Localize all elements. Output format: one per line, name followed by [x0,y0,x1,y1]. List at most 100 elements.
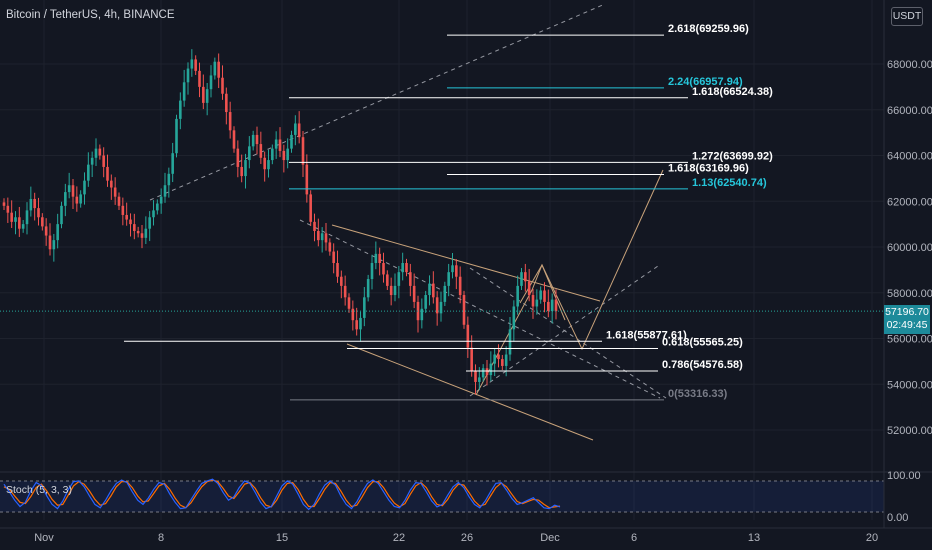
candle-body [271,148,274,161]
candle [33,192,36,221]
candle-body [87,164,90,181]
symbol-title[interactable]: Bitcoin / TetherUS, 4h, BINANCE [6,9,175,21]
candle-body [278,139,282,151]
candle-body [125,214,128,220]
candle-body [516,285,519,307]
time-tick-label: 20 [866,532,878,544]
candle [125,202,128,226]
candle [359,311,362,342]
fib-level: 1.618(55877.61) [124,329,687,342]
candle [397,265,401,299]
candle-body [481,368,485,378]
candle-body [320,233,324,241]
candle [435,291,439,326]
candle-body [435,297,439,314]
osc-tick-label: 100.00 [887,470,921,482]
candle [179,92,182,130]
bar-countdown: 02:49:45 [886,319,928,331]
candle-body [98,148,102,156]
candle-body [351,308,355,321]
price-tick-label: 62000.00 [887,196,932,208]
candle-body [363,297,366,318]
candle-body [163,185,167,197]
candle [225,87,228,125]
candle-body [294,123,297,135]
price-tick-label: 60000.00 [887,242,932,254]
candle [274,131,278,159]
candle-body [106,166,109,181]
fib-level-label: 0.618(55565.25) [662,336,743,348]
candle [428,275,431,306]
candle-body [75,196,79,204]
candle-body [497,354,500,360]
candle [328,238,332,256]
candle [366,274,370,302]
candle [336,250,339,283]
price-axis[interactable]: 52000.00 54000.00 56000.00 58000.00 60000.00… [883,0,932,528]
candle-body [286,148,289,161]
candle-body [167,173,171,186]
candle-body [2,202,6,206]
candle [167,167,171,198]
candle-body [374,253,378,264]
candle [41,213,44,231]
channel-bottom-line [346,343,594,441]
price-tick-label: 64000.00 [887,151,932,163]
candle [83,172,86,205]
candle [516,275,519,315]
time-tick-label: Nov [34,532,54,544]
candle-body [52,240,56,250]
candle-body [340,276,343,286]
candle-body [535,299,539,307]
time-axis[interactable]: Nov 8 15 22 26 Dec 6 13 20 [0,527,932,544]
candle [535,289,539,315]
candle [21,220,25,233]
candle-body [90,157,94,165]
candle-body [378,253,381,264]
candle-body [60,205,63,225]
candle-body [397,272,401,286]
candle [56,213,59,249]
candle-body [466,324,470,348]
candle-body [455,265,458,277]
candle-body [451,265,454,273]
candle [213,57,217,80]
candle-body [21,224,25,229]
fib-level-label: 1.13(62540.74) [692,177,767,189]
fib-level-label: 1.618(66524.38) [692,86,773,98]
currency-button[interactable]: USDT [891,7,923,26]
fib-level: 1.618(63169.96) [447,162,749,175]
candle [221,65,224,100]
candle-body [18,217,21,229]
candle [317,218,320,247]
candle [439,291,443,322]
candle [198,62,201,98]
fib-level-label: 0.786(54576.58) [662,359,743,371]
candle [420,298,424,329]
candle [374,241,378,270]
stoch-d-line [3,479,561,509]
candle [182,69,186,107]
candle [470,335,473,377]
candle [140,225,144,249]
time-tick-label: 13 [748,532,760,544]
candle-body [79,194,82,204]
candle [481,364,485,382]
fib-level-label: 1.272(63699.92) [692,150,773,162]
fib-levels-layer: 2.618(69259.96) 2.24(66957.94)1.618(66524… [124,23,773,401]
candle-body [186,68,190,83]
candle [29,186,33,217]
candle-body [474,370,477,382]
candle [152,200,155,226]
price-tick-label: 52000.00 [887,425,932,437]
stoch-indicator-label[interactable]: Stoch (5, 3, 3) [6,484,72,496]
candle-body [401,263,404,273]
candle [175,114,178,158]
candle-body [386,274,389,286]
candle-body [94,148,98,158]
candle-body [194,59,197,71]
candle [355,307,358,336]
triangle-pattern [519,263,566,321]
candle [202,74,205,110]
